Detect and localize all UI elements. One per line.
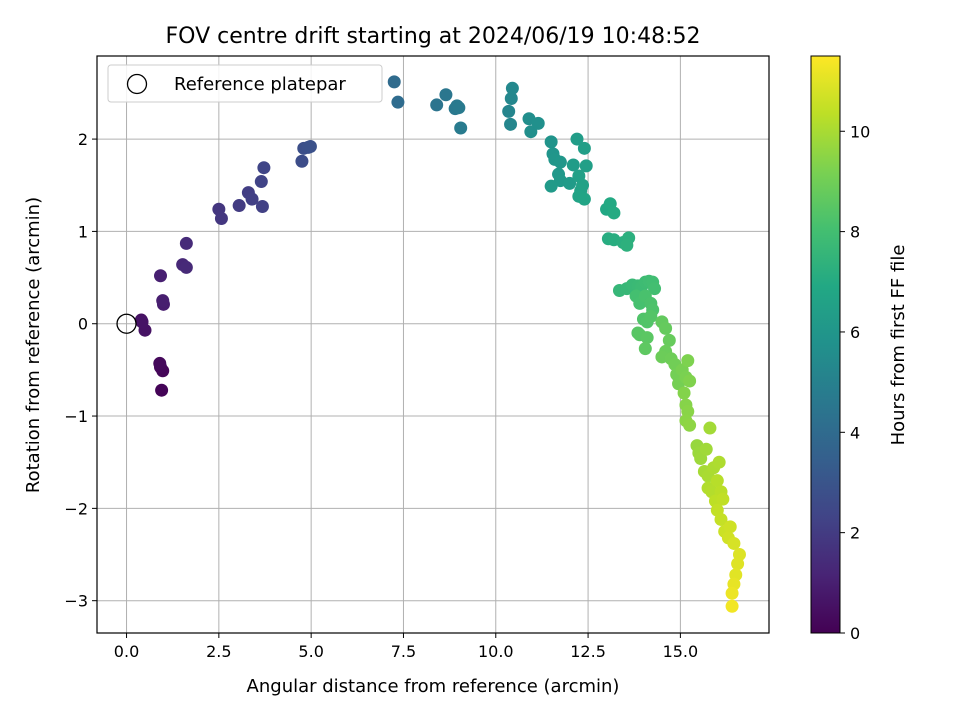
data-point — [703, 421, 717, 435]
data-point — [505, 81, 519, 95]
colorbar-ticks: 0 2 4 6 8 10 — [840, 122, 870, 643]
x-axis-label: Angular distance from reference (arcmin) — [247, 676, 620, 697]
y-tick-label: 2 — [78, 130, 88, 149]
x-tick-label: 2.5 — [206, 642, 231, 661]
legend: Reference platepar — [107, 64, 383, 103]
colorbar-tick-label: 8 — [850, 223, 860, 242]
legend-label-reference: Reference platepar — [174, 74, 346, 95]
data-point — [504, 117, 518, 131]
colorbar-gradient — [810, 55, 841, 634]
data-point — [699, 442, 713, 456]
data-point — [648, 282, 662, 296]
x-axis-ticks: 0.0 2.5 5.0 7.5 10.0 12.5 15.0 — [114, 633, 698, 661]
data-point — [179, 260, 193, 274]
data-point — [731, 557, 745, 571]
data-point — [577, 141, 591, 155]
colorbar-label: Hours from first FF file — [888, 245, 909, 446]
x-tick-label: 10.0 — [478, 642, 514, 661]
data-point — [502, 104, 516, 118]
data-point — [245, 192, 259, 206]
colorbar-tick-label: 6 — [850, 323, 860, 342]
data-point — [677, 386, 691, 400]
x-tick-label: 7.5 — [391, 642, 416, 661]
data-point — [683, 374, 697, 388]
data-point — [725, 599, 739, 613]
data-point — [727, 536, 741, 550]
data-point — [504, 91, 518, 105]
data-point — [570, 132, 584, 146]
data-point — [681, 354, 695, 368]
data-point — [156, 294, 170, 308]
legend-box — [107, 64, 383, 103]
y-tick-label: 0 — [78, 315, 88, 334]
data-point — [154, 269, 168, 283]
data-point — [255, 199, 269, 213]
data-point — [257, 161, 271, 175]
data-point — [716, 492, 730, 506]
x-tick-label: 0.0 — [114, 642, 139, 661]
data-point — [155, 383, 169, 397]
data-point — [391, 95, 405, 109]
colorbar-tick-label: 4 — [850, 423, 860, 442]
data-point — [524, 125, 538, 139]
data-point — [714, 512, 728, 526]
x-tick-label: 15.0 — [663, 642, 699, 661]
data-point — [662, 333, 676, 347]
data-point — [725, 586, 739, 600]
data-point — [387, 75, 401, 89]
data-point — [577, 192, 591, 206]
data-point — [439, 88, 453, 102]
data-point — [683, 418, 697, 432]
y-tick-label: −2 — [64, 499, 88, 518]
chart-title: FOV centre drift starting at 2024/06/19 … — [166, 24, 701, 49]
data-point — [454, 121, 468, 135]
data-point — [452, 101, 466, 115]
data-point — [579, 159, 593, 173]
reference-point-group — [116, 313, 137, 334]
data-point — [531, 116, 545, 130]
data-point — [544, 135, 558, 149]
data-point — [553, 155, 567, 169]
data-point — [566, 158, 580, 172]
data-point — [303, 139, 317, 153]
data-point — [179, 236, 193, 250]
y-axis-ticks: −3 −2 −1 0 1 2 — [64, 130, 97, 611]
data-point — [232, 199, 246, 213]
colorbar-tick-label: 2 — [850, 524, 860, 543]
colorbar-tick-label: 10 — [850, 122, 870, 141]
data-point — [638, 342, 652, 356]
data-point — [712, 455, 726, 469]
data-point — [153, 356, 167, 370]
data-point — [607, 206, 621, 220]
colorbar-tick-label: 0 — [850, 624, 860, 643]
colorbar: 0 2 4 6 8 10 Hours from first FF file — [810, 55, 909, 643]
plot-area: 0.0 2.5 5.0 7.5 10.0 12.5 15.0 −3 −2 −1 0 1 2 — [64, 55, 770, 661]
plot-background — [97, 56, 769, 633]
data-point — [254, 175, 268, 189]
scatter-points — [134, 75, 746, 613]
x-tick-label: 12.5 — [570, 642, 606, 661]
data-point — [620, 238, 634, 252]
data-point — [644, 309, 658, 323]
data-point — [295, 154, 309, 168]
data-point — [710, 474, 724, 488]
data-point — [640, 331, 654, 345]
data-point — [430, 98, 444, 112]
data-point — [135, 315, 149, 329]
x-tick-label: 5.0 — [298, 642, 323, 661]
reference-point-marker — [116, 313, 137, 334]
data-point — [563, 176, 577, 190]
y-tick-label: −1 — [64, 407, 88, 426]
data-point — [723, 520, 737, 534]
y-tick-label: 1 — [78, 222, 88, 241]
data-point — [214, 211, 228, 225]
plot-frame — [96, 55, 770, 634]
data-point — [659, 321, 673, 335]
legend-marker-reference — [126, 73, 148, 95]
data-point — [544, 179, 558, 193]
y-axis-label: Rotation from reference (arcmin) — [23, 197, 44, 493]
y-tick-label: −3 — [64, 592, 88, 611]
